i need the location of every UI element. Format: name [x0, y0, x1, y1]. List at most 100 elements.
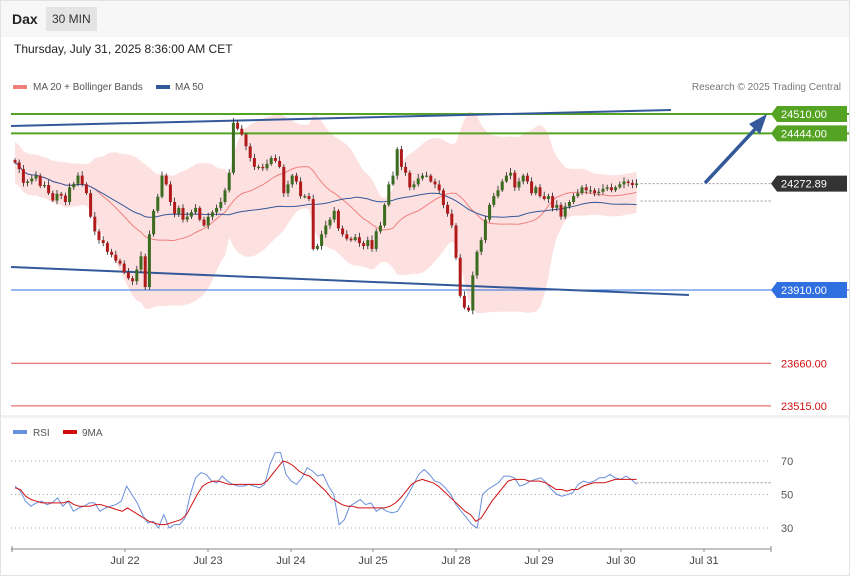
candle-body — [84, 184, 88, 194]
candle-body — [219, 202, 223, 208]
candle-body — [605, 187, 609, 189]
x-tick-label: Jul 22 — [110, 555, 139, 567]
rsi-legend-swatch — [13, 430, 27, 434]
candle — [265, 159, 269, 171]
candle — [429, 173, 433, 183]
candle — [202, 216, 206, 227]
candle — [110, 248, 114, 258]
level-label-24444.00: 24444.00 — [781, 128, 827, 140]
candle — [76, 172, 80, 187]
candle — [425, 171, 429, 178]
candle — [261, 163, 265, 171]
candle — [546, 193, 550, 203]
x-tick-label: Jul 29 — [524, 555, 553, 567]
candle-body — [601, 188, 605, 192]
candle-body — [630, 182, 634, 185]
candle-body — [47, 185, 51, 194]
candle — [55, 190, 59, 205]
candle-body — [26, 181, 30, 183]
candle — [383, 203, 387, 228]
candle-body — [72, 183, 76, 188]
candle — [80, 171, 84, 187]
candle-body — [231, 122, 235, 173]
x-tick-label: Jul 24 — [276, 555, 305, 567]
interval-button[interactable]: 30 MIN — [46, 7, 97, 31]
candle-body — [131, 278, 135, 282]
candle — [341, 225, 345, 237]
candle — [370, 235, 374, 252]
candle-body — [152, 210, 156, 235]
candle — [324, 220, 328, 238]
candle — [475, 250, 479, 279]
candle — [198, 206, 202, 222]
candle — [542, 191, 546, 201]
candle-body — [609, 187, 613, 191]
candle-body — [189, 212, 193, 217]
x-tick-label: Jul 30 — [606, 555, 635, 567]
candle-body — [303, 196, 307, 198]
rsi-line — [14, 452, 637, 529]
candle-body — [290, 175, 294, 185]
candle — [555, 200, 559, 212]
candle-body — [521, 175, 525, 182]
candle — [181, 204, 185, 223]
level-label-24510.00: 24510.00 — [781, 109, 827, 121]
candle-body — [286, 184, 290, 194]
candle-body — [252, 158, 256, 167]
candle-body — [572, 196, 576, 202]
candle-body — [198, 207, 202, 220]
candle-body — [513, 172, 517, 188]
candle-body — [395, 149, 399, 176]
candle-body — [13, 160, 17, 163]
candle — [576, 189, 580, 198]
top-bar: Dax 30 MIN — [1, 1, 849, 37]
candle — [391, 171, 395, 186]
candle — [483, 215, 487, 244]
candle-body — [156, 196, 160, 211]
candle-body — [93, 216, 97, 232]
candle — [252, 153, 256, 170]
candle-body — [593, 190, 597, 194]
candle-body — [168, 184, 172, 202]
candle-body — [114, 254, 118, 261]
candle-body — [55, 193, 59, 201]
candle-body — [374, 231, 378, 249]
candle-body — [420, 175, 424, 179]
candle — [210, 210, 214, 221]
candle — [185, 212, 189, 223]
candle-body — [408, 172, 412, 188]
candle — [395, 147, 399, 180]
candle-body — [215, 207, 219, 213]
candle-body — [483, 219, 487, 241]
candle-body — [475, 251, 479, 276]
candle — [59, 192, 63, 200]
candle — [437, 180, 441, 194]
candle-body — [467, 307, 471, 311]
candle — [635, 179, 639, 188]
candle-body — [143, 256, 147, 288]
candle-body — [328, 219, 332, 226]
candle-body — [538, 187, 542, 197]
candle-body — [399, 149, 403, 167]
panel-separator — [1, 415, 849, 418]
candle-body — [59, 193, 63, 196]
candle — [374, 228, 378, 252]
projection-arrow-shaft — [703, 123, 761, 185]
candle — [126, 268, 130, 280]
candle — [399, 146, 403, 171]
lower-trendline — [10, 266, 690, 296]
candle — [47, 180, 51, 195]
candle-body — [177, 207, 181, 214]
candle-body — [97, 231, 101, 241]
rsi-ma-legend-label: 9MA — [82, 428, 103, 439]
candle-body — [362, 243, 366, 246]
candle — [353, 234, 357, 242]
candle-body — [492, 196, 496, 205]
candle — [521, 173, 525, 185]
candle — [248, 143, 252, 162]
candle-body — [517, 181, 521, 188]
candle — [152, 209, 156, 237]
candle-body — [38, 175, 42, 186]
candle — [68, 183, 72, 205]
candle — [13, 158, 17, 164]
